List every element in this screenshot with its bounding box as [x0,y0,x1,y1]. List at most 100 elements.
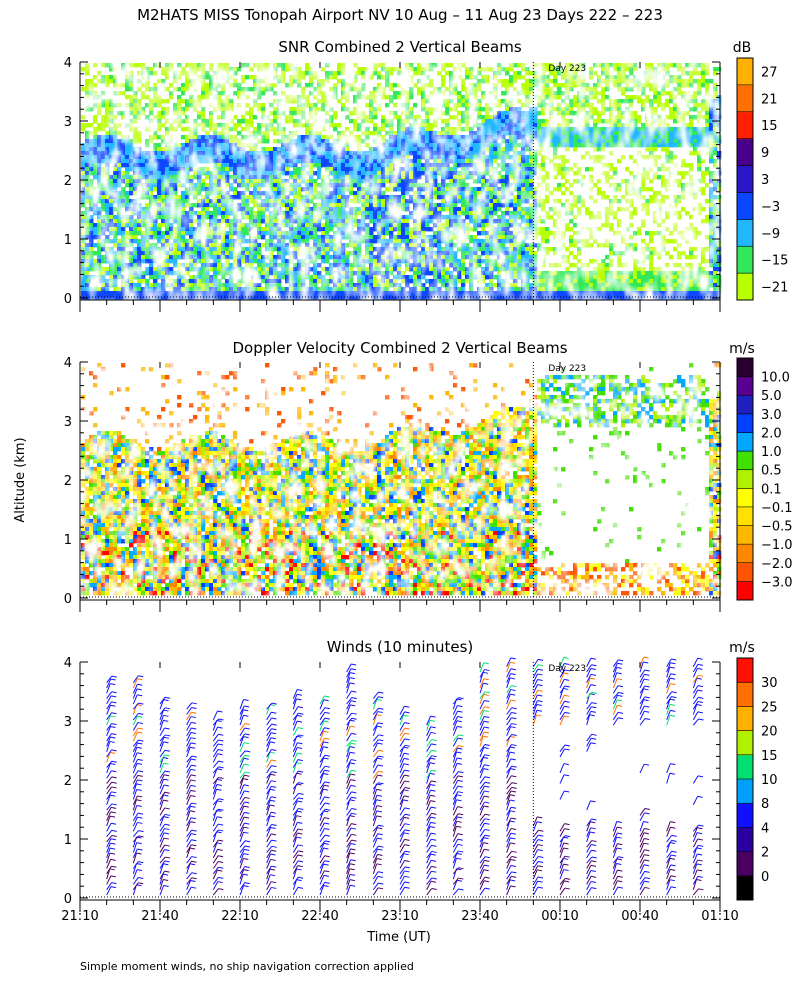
heatmap-cell [153,103,158,108]
heatmap-cell [493,83,498,88]
heatmap-cell [289,183,294,188]
heatmap-cell [289,111,294,116]
heatmap-cell [277,219,282,224]
heatmap-cell [173,247,178,252]
heatmap-cell [401,167,406,172]
heatmap-cell [501,235,506,240]
heatmap-cell [405,227,410,232]
heatmap-cell [489,191,494,196]
heatmap-cell [281,79,286,84]
heatmap-cell [413,267,418,272]
heatmap-cell [417,131,422,136]
heatmap-cell [149,163,154,168]
heatmap-cell [101,187,106,192]
heatmap-cell [165,235,170,240]
heatmap-cell [129,291,134,296]
heatmap-cell [289,291,294,296]
heatmap-cell [205,139,210,144]
heatmap-cell [481,187,486,192]
heatmap-cell [353,163,358,168]
heatmap-cell [237,143,242,148]
heatmap-cell [261,111,266,116]
heatmap-cell [85,139,90,144]
heatmap-cell [165,179,170,184]
heatmap-cell [381,139,386,144]
heatmap-cell [445,235,450,240]
heatmap-cell [445,111,450,116]
heatmap-cell [297,243,302,248]
heatmap-cell [197,239,202,244]
heatmap-cell [317,195,322,200]
heatmap-cell [245,143,250,148]
heatmap-cell [177,99,182,104]
heatmap-cell [413,179,418,184]
heatmap-cell [121,239,126,244]
heatmap-cell [361,175,366,180]
heatmap-cell [425,63,430,68]
heatmap-cell [429,239,434,244]
heatmap-cell [253,191,258,196]
heatmap-cell [169,267,174,272]
heatmap-cell [473,199,478,204]
heatmap-cell [133,91,138,96]
heatmap-cell [333,175,338,180]
heatmap-cell [213,139,218,144]
heatmap-cell [393,83,398,88]
heatmap-cell [201,115,206,120]
heatmap-cell [81,155,86,160]
heatmap-cell [437,171,442,176]
heatmap-cell [165,159,170,164]
heatmap-cell [233,71,238,76]
heatmap-cell [257,139,262,144]
heatmap-cell [281,75,286,80]
heatmap-cell [289,255,294,260]
heatmap-cell [333,231,338,236]
heatmap-cell [465,203,470,208]
heatmap-cell [477,71,482,76]
heatmap-cell [157,119,162,124]
heatmap-cell [493,135,498,140]
heatmap-cell [89,255,94,260]
heatmap-cell [297,275,302,280]
heatmap-cell [153,279,158,284]
heatmap-cell [413,211,418,216]
heatmap-cell [205,83,210,88]
heatmap-cell [477,83,482,88]
heatmap-cell [393,259,398,264]
heatmap-cell [113,183,118,188]
heatmap-cell [501,291,506,296]
heatmap-cell [429,207,434,212]
heatmap-cell [505,67,510,72]
heatmap-cell [373,235,378,240]
heatmap-cell [417,63,422,68]
heatmap-cell [441,99,446,104]
heatmap-cell [245,135,250,140]
heatmap-cell [305,135,310,140]
heatmap-cell [137,239,142,244]
heatmap-cell [397,207,402,212]
heatmap-cell [337,283,342,288]
heatmap-cell [89,83,94,88]
heatmap-cell [253,115,258,120]
heatmap-cell [453,75,458,80]
heatmap-cell [241,203,246,208]
heatmap-cell [477,79,482,84]
heatmap-cell [309,79,314,84]
heatmap-cell [453,159,458,164]
heatmap-cell [125,231,130,236]
heatmap-cell [425,119,430,124]
heatmap-cell [345,183,350,188]
heatmap-cell [265,115,270,120]
heatmap-cell [325,267,330,272]
heatmap-cell [257,127,262,132]
heatmap-cell [289,267,294,272]
heatmap-cell [277,271,282,276]
heatmap-cell [245,155,250,160]
heatmap-cell [261,131,266,136]
heatmap-cell [501,155,506,160]
heatmap-cell [209,159,214,164]
heatmap-cell [261,79,266,84]
heatmap-cell [253,99,258,104]
heatmap-cell [477,239,482,244]
heatmap-cell [85,123,90,128]
